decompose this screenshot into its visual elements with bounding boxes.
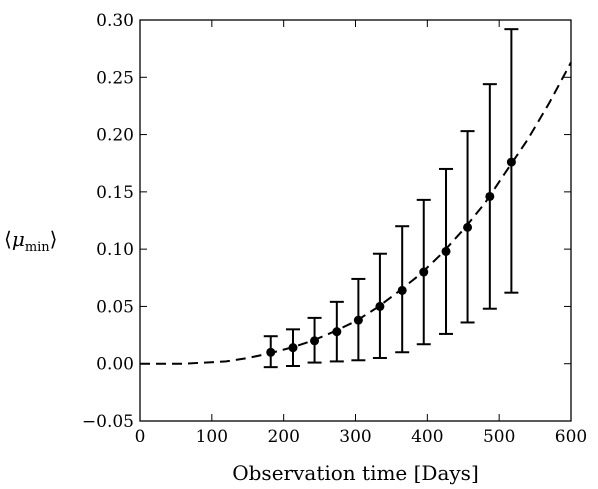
data-point — [441, 246, 451, 256]
data-point — [332, 327, 342, 337]
y-tick-label: 0.30 — [96, 11, 134, 31]
data-point — [506, 157, 516, 167]
y-axis-label-left-bracket: ⟨ — [4, 227, 12, 251]
y-axis-label-symbol: μ — [12, 227, 25, 251]
data-point — [266, 347, 276, 357]
y-axis-label-right-bracket: ⟩ — [50, 227, 58, 251]
model-curve — [140, 61, 572, 365]
x-tick-label: 300 — [339, 427, 371, 447]
x-tick-label: 400 — [411, 427, 443, 447]
x-tick-label: 100 — [196, 427, 228, 447]
x-axis-label: Observation time [Days] — [232, 461, 479, 485]
data-point — [288, 343, 298, 353]
x-tick-label: 0 — [135, 427, 146, 447]
model-curve-layer — [140, 61, 572, 365]
data-point — [375, 301, 385, 311]
y-tick-label: 0.25 — [96, 68, 134, 88]
data-point — [419, 267, 429, 277]
y-tick-label: 0.05 — [96, 297, 134, 317]
y-tick-label: 0.20 — [96, 126, 134, 146]
y-tick-label: 0.00 — [96, 355, 134, 375]
data-point — [310, 336, 320, 346]
data-point — [353, 315, 363, 325]
x-axis-ticks: 0 100 200 300 400 500 600 — [135, 20, 587, 447]
data-points-layer — [263, 28, 519, 369]
y-tick-label: 0.15 — [96, 183, 134, 203]
data-point — [397, 285, 407, 295]
y-axis-label-subscript: min — [25, 240, 50, 255]
y-tick-label: −0.05 — [82, 412, 134, 432]
y-tick-label: 0.10 — [96, 240, 134, 260]
y-axis-ticks: −0.05 0.00 0.05 0.10 0.15 0.20 0.25 0.30 — [82, 11, 571, 432]
data-point — [463, 222, 473, 232]
x-tick-label: 200 — [267, 427, 299, 447]
data-point — [485, 191, 495, 201]
x-tick-label: 600 — [555, 427, 587, 447]
x-tick-label: 500 — [483, 427, 515, 447]
y-axis-label: ⟨μmin⟩ — [4, 227, 57, 255]
